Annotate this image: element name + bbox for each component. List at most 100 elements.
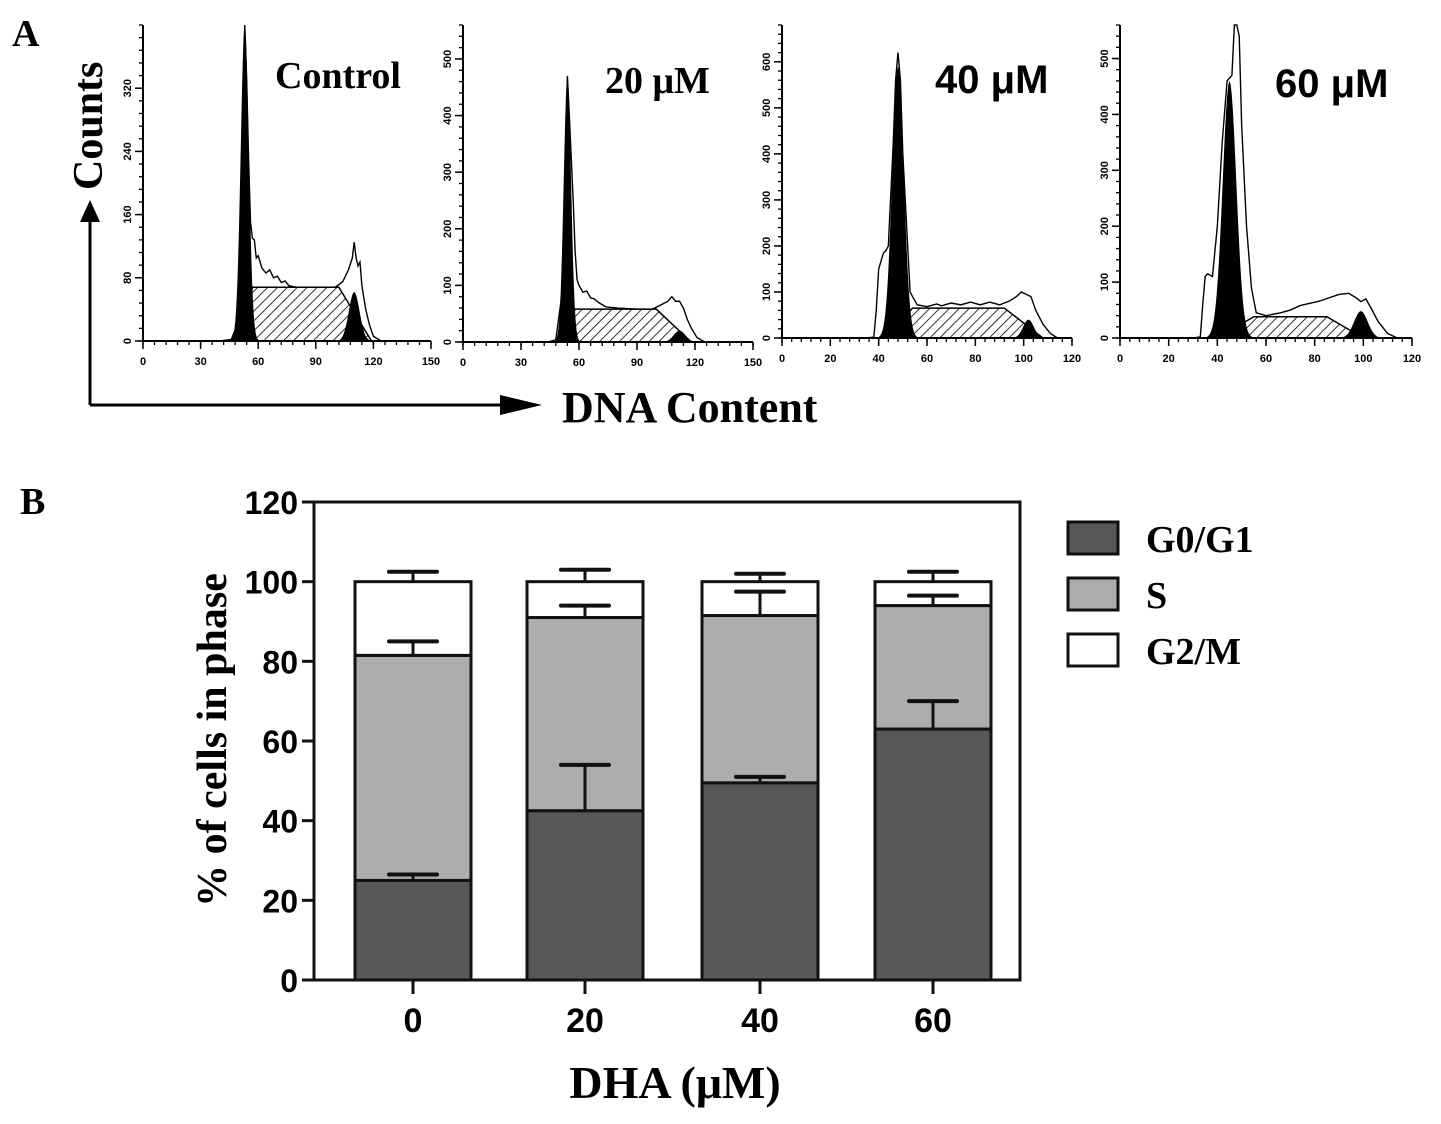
y-tick-label: 500 — [761, 99, 773, 117]
x-tick-label: 120 — [1063, 353, 1081, 365]
bar-segment-g0-g1 — [873, 727, 993, 982]
y-tick-label: 160 — [122, 205, 134, 223]
g0g1-peak — [1202, 80, 1257, 339]
x-tick-label: 60 — [252, 356, 264, 368]
x-tick-label: 40 — [873, 353, 885, 365]
y-tick-label: 0 — [442, 339, 454, 345]
g0g1-peak — [552, 75, 583, 343]
x-tick-label: 20 — [1163, 353, 1175, 365]
y-tick-label: 240 — [122, 142, 134, 160]
y-tick-label: 400 — [761, 145, 773, 163]
x-tick-label: 20 — [824, 353, 836, 365]
y-tick-label: 200 — [1099, 217, 1111, 235]
y-tick-label: 500 — [442, 50, 454, 68]
g0g1-peak — [874, 66, 922, 339]
bar-group-20: 20 — [525, 567, 645, 1040]
x-tick-label: 0 — [140, 356, 146, 368]
dna-content-axis-label: DNA Content — [562, 383, 818, 432]
y-tick-label: 0 — [122, 338, 134, 344]
y-tick-label: 80 — [122, 272, 134, 284]
histogram-3: 0 20 40 60 80 100 120 0 100 200 300 400 500 60 μM — [1099, 24, 1421, 365]
y-tick-label: 400 — [442, 106, 454, 124]
histogram-outline — [1192, 24, 1408, 339]
x-tick-label: 80 — [1309, 353, 1321, 365]
histogram-2: 0 20 40 60 80 100 120 0 100 200 300 400 500 600 40 μM — [761, 24, 1081, 365]
y-tick-label: 40 — [262, 804, 298, 840]
bar-group-60: 60 — [873, 569, 993, 1040]
g2m-peak — [656, 330, 703, 342]
y-tick-label: 100 — [761, 283, 773, 301]
bar-segment-g0-g1 — [700, 781, 820, 982]
y-tick-label: 100 — [442, 276, 454, 294]
legend-label: G2/M — [1146, 631, 1241, 673]
y-tick-label: 400 — [1099, 105, 1111, 123]
y-tick-label: 100 — [245, 565, 298, 601]
x-tick-label: 0 — [1117, 353, 1123, 365]
x-tick-label: 150 — [422, 356, 440, 368]
y-tick-label: 0 — [1099, 335, 1111, 341]
x-tick-label: 40 — [1211, 353, 1223, 365]
x-tick-label: 40 — [741, 1002, 779, 1040]
y-tick-label: 100 — [1099, 273, 1111, 291]
x-tick-label: 20 — [566, 1002, 604, 1040]
histogram-outline — [547, 75, 724, 343]
y-tick-label: 500 — [1099, 49, 1111, 67]
bar-segment-s — [353, 653, 473, 882]
bar-segment-g0-g1 — [525, 809, 645, 982]
panel-a-label: A — [12, 13, 40, 55]
g2m-peak — [1333, 311, 1389, 338]
x-tick-label: 30 — [194, 356, 206, 368]
y-tick-label: 300 — [1099, 161, 1111, 179]
histogram-title: 40 μM — [935, 58, 1048, 102]
histogram-title: 60 μM — [1275, 62, 1388, 106]
legend-swatch — [1066, 576, 1120, 612]
y-tick-label: 600 — [761, 53, 773, 71]
x-tick-label: 150 — [744, 357, 762, 369]
x-tick-label: 120 — [686, 357, 704, 369]
g2m-peak — [1007, 319, 1050, 338]
x-tick-label: 0 — [404, 1002, 423, 1040]
x-axis-label: DHA (μM) — [569, 1057, 780, 1108]
y-tick-label: 200 — [761, 237, 773, 255]
panel-b-label: B — [20, 481, 45, 523]
x-tick-label: 90 — [631, 357, 643, 369]
x-tick-label: 90 — [310, 356, 322, 368]
x-tick-label: 120 — [1403, 353, 1421, 365]
axis-arrows — [80, 200, 542, 415]
histogram-1: 0 30 60 90 120 150 0 100 200 300 400 500 20 μM — [442, 24, 762, 369]
x-tick-label: 60 — [1260, 353, 1272, 365]
s-phase-area — [558, 308, 694, 343]
x-tick-label: 120 — [364, 356, 382, 368]
x-tick-label: 60 — [573, 357, 585, 369]
y-tick-label: 20 — [262, 883, 298, 919]
histogram-outline — [866, 52, 1068, 339]
y-tick-label: 80 — [262, 644, 298, 680]
y-tick-label: 120 — [245, 485, 298, 521]
x-tick-label: 60 — [921, 353, 933, 365]
legend-swatch — [1066, 520, 1120, 556]
bar-segment-s — [700, 614, 820, 785]
bar-group-40: 40 — [700, 571, 820, 1040]
histogram-outline — [219, 24, 393, 342]
counts-axis-label: Counts — [66, 62, 112, 190]
histogram-title: Control — [275, 55, 401, 97]
x-tick-label: 30 — [515, 357, 527, 369]
x-tick-label: 80 — [969, 353, 981, 365]
x-tick-label: 100 — [1354, 353, 1372, 365]
g2m-peak — [332, 292, 376, 341]
x-tick-label: 100 — [1014, 353, 1032, 365]
y-tick-label: 300 — [442, 163, 454, 181]
y-tick-label: 300 — [761, 191, 773, 209]
histogram-title: 20 μM — [605, 60, 710, 102]
y-tick-label: 0 — [280, 963, 298, 999]
legend-label: S — [1146, 575, 1167, 617]
bar-segment-g0-g1 — [353, 878, 473, 982]
y-tick-label: 320 — [122, 79, 134, 97]
y-tick-label: 60 — [262, 724, 298, 760]
legend-label: G0/G1 — [1146, 519, 1254, 561]
y-tick-label: 0 — [761, 335, 773, 341]
x-tick-label: 0 — [460, 357, 466, 369]
g0g1-peak — [228, 25, 261, 341]
x-tick-label: 60 — [914, 1002, 952, 1040]
